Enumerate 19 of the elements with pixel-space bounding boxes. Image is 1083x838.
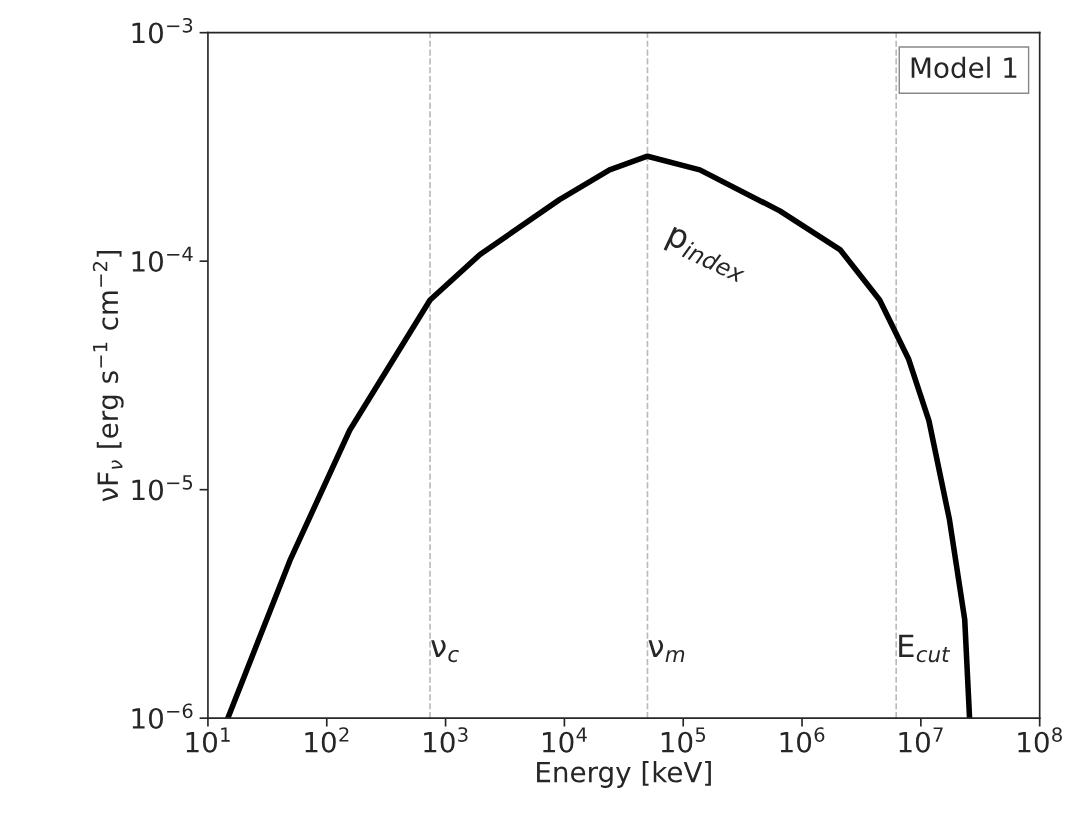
annotation: p$_{index}$ (663, 226, 750, 285)
x-tick-label: 10$^{7}$ (899, 727, 943, 753)
ref-line-label: ν$_{m}$ (648, 640, 685, 662)
ref-line-label: ν$_{c}$ (431, 640, 459, 663)
y-tick-label: 10$^{−3}$ (132, 17, 193, 44)
y-axis-title: νF$_{ν}$ [erg s$^{−1}$ cm$^{−2}$] (92, 250, 124, 502)
y-tick-label: 10$^{−6}$ (132, 703, 193, 729)
x-tick-label: 10$^{8}$ (1018, 727, 1062, 753)
x-tick-label: 10$^{2}$ (305, 727, 349, 753)
y-tick-label: 10$^{−4}$ (132, 246, 193, 272)
ref-line-label: E$_{cut}$ (899, 634, 951, 663)
x-tick-label: 10$^{3}$ (424, 727, 468, 753)
x-tick-label: 10$^{1}$ (186, 727, 230, 753)
x-axis-title: Energy [keV] (537, 761, 711, 788)
annotation: Model 1 (911, 56, 1017, 79)
x-tick-label: 10$^{6}$ (780, 727, 825, 753)
x-tick-label: 10$^{4}$ (543, 727, 587, 753)
x-tick-label: 10$^{5}$ (661, 727, 706, 753)
y-tick-label: 10$^{−5}$ (132, 475, 193, 501)
